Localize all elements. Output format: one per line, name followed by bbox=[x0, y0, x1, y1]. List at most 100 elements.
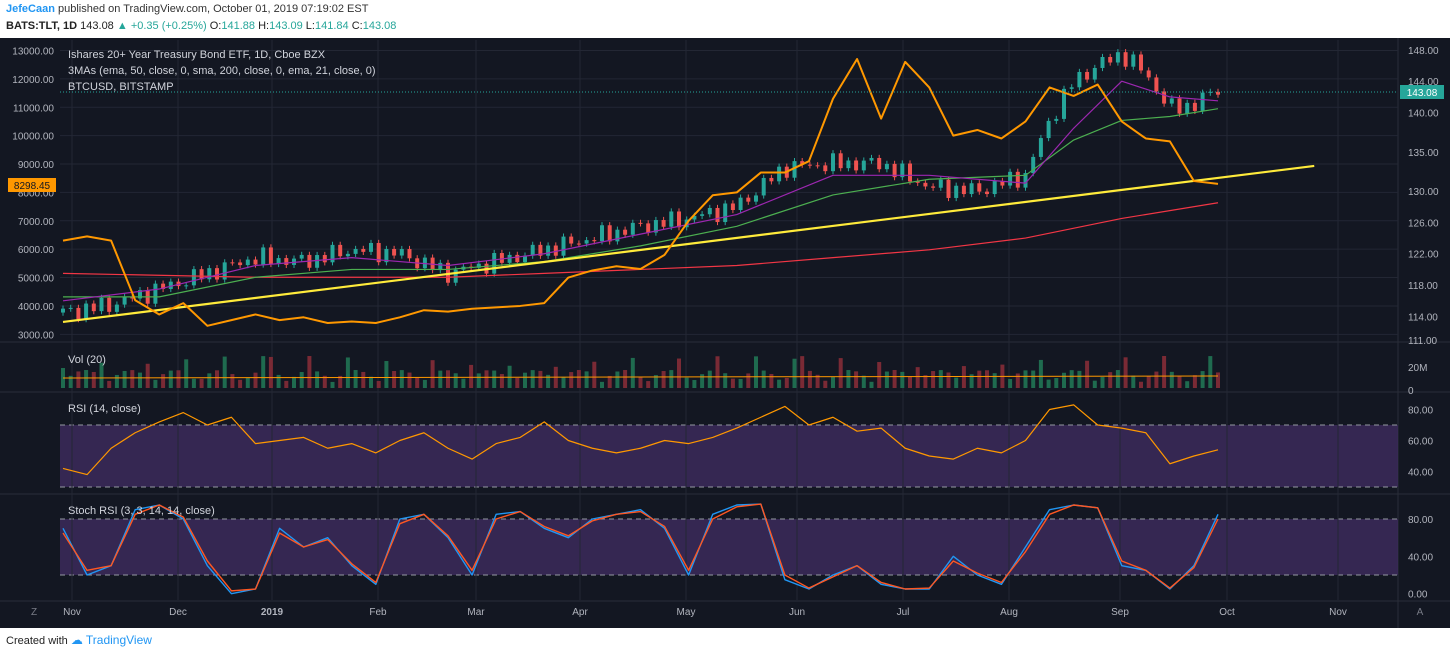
volume-bar bbox=[1177, 376, 1182, 388]
candle-body bbox=[831, 153, 835, 172]
volume-bar bbox=[430, 360, 435, 388]
candle-body bbox=[499, 253, 504, 263]
volume-bar bbox=[1023, 370, 1028, 388]
volume-bar bbox=[838, 358, 843, 388]
volume-bar bbox=[700, 374, 705, 388]
candle-body bbox=[884, 163, 889, 170]
rsi-band bbox=[60, 425, 1398, 487]
volume-bar bbox=[561, 376, 566, 388]
left-tick-label: 4000.00 bbox=[18, 302, 55, 313]
candle-body bbox=[338, 244, 343, 257]
volume-bars bbox=[61, 356, 1220, 388]
candle-body bbox=[1062, 88, 1066, 119]
candle-body bbox=[253, 259, 258, 265]
candle-body bbox=[600, 225, 604, 242]
candle-body bbox=[114, 304, 119, 312]
auto-scale-icon[interactable]: A bbox=[1417, 607, 1424, 618]
candle-body bbox=[153, 283, 158, 304]
volume-bar bbox=[646, 381, 651, 388]
candle-body bbox=[91, 303, 96, 312]
volume-bar bbox=[1162, 356, 1167, 388]
volume-bar bbox=[1169, 371, 1174, 388]
right-tick-label: 122.00 bbox=[1408, 250, 1439, 261]
volume-bar bbox=[353, 370, 358, 388]
candle-body bbox=[954, 185, 959, 198]
candle-body bbox=[623, 229, 628, 235]
volume-bar bbox=[938, 370, 943, 388]
volume-bar bbox=[1216, 372, 1220, 388]
volume-bar bbox=[407, 372, 412, 388]
candle-body bbox=[938, 179, 943, 188]
btc-price-label: 8298.45 bbox=[14, 181, 51, 192]
stoch-tick-label: 80.00 bbox=[1408, 515, 1433, 526]
volume-bar bbox=[168, 370, 173, 388]
candle-body bbox=[353, 248, 358, 254]
volume-bar bbox=[1054, 378, 1059, 388]
x-tick-label: Apr bbox=[572, 607, 588, 618]
symbol-line: BATS:TLT, 1D 143.08 ▲ +0.35 (+0.25%) O:1… bbox=[6, 20, 396, 32]
left-tick-label: 12000.00 bbox=[12, 75, 54, 86]
volume-bar bbox=[715, 356, 720, 388]
zoom-icon[interactable]: Z bbox=[31, 607, 37, 618]
left-tick-label: 3000.00 bbox=[18, 330, 55, 341]
right-price-axis: 148.00 144.00 140.00 135.00 130.00 126.00 122.… bbox=[1408, 46, 1439, 601]
open-value: 141.88 bbox=[221, 20, 256, 32]
candle-body bbox=[1146, 70, 1151, 78]
candle-body bbox=[507, 254, 512, 263]
sma200-line bbox=[62, 202, 1219, 278]
volume-bar bbox=[307, 356, 312, 388]
symbol-name: BATS:TLT, 1D bbox=[6, 20, 78, 32]
volume-bar bbox=[746, 373, 751, 388]
candle-body bbox=[969, 183, 974, 195]
candle-body bbox=[646, 223, 651, 233]
volume-bar bbox=[692, 380, 697, 388]
volume-bar bbox=[1115, 370, 1120, 388]
volume-bar bbox=[184, 359, 189, 388]
volume-bar bbox=[908, 376, 912, 388]
candle-body bbox=[777, 166, 782, 182]
candle-body bbox=[523, 255, 527, 263]
volume-bar bbox=[615, 371, 620, 388]
right-tick-label: 130.00 bbox=[1408, 187, 1439, 198]
candle-body bbox=[946, 179, 951, 198]
candle-body bbox=[761, 177, 766, 196]
candle-body bbox=[284, 258, 289, 265]
x-tick-label: Nov bbox=[1329, 607, 1347, 618]
candle-body bbox=[322, 255, 327, 263]
series-lines bbox=[62, 58, 1315, 595]
volume-bar bbox=[1046, 379, 1051, 388]
candle-body bbox=[561, 236, 566, 256]
volume-bar bbox=[1108, 372, 1113, 388]
candle-body bbox=[823, 165, 828, 172]
volume-bar bbox=[584, 371, 589, 388]
volume-bar bbox=[399, 370, 404, 388]
candle-body bbox=[677, 211, 681, 228]
volume-bar bbox=[569, 372, 574, 388]
candle-body bbox=[961, 185, 966, 195]
candle-body bbox=[546, 245, 551, 256]
rsi-tick-label: 40.00 bbox=[1408, 468, 1433, 479]
volume-bar bbox=[461, 378, 466, 388]
author-link[interactable]: JefeCaan bbox=[6, 3, 55, 15]
legend-mas: 3MAs (ema, 50, close, 0, sma, 200, close… bbox=[68, 65, 376, 77]
volume-tick-label: 0 bbox=[1408, 386, 1414, 397]
x-tick-label: Feb bbox=[369, 607, 387, 618]
candle-body bbox=[384, 248, 389, 263]
candle-body bbox=[1100, 57, 1105, 68]
volume-bar bbox=[453, 373, 458, 388]
last-price-label: 143.08 bbox=[1407, 88, 1438, 99]
right-tick-label: 118.00 bbox=[1408, 281, 1438, 292]
volume-bar bbox=[623, 370, 628, 388]
candle-body bbox=[1154, 77, 1159, 92]
tradingview-brand[interactable]: TradingView bbox=[85, 633, 152, 647]
volume-bar bbox=[869, 381, 874, 388]
volume-bar bbox=[392, 370, 397, 388]
rsi-pane-title: RSI (14, close) bbox=[68, 403, 141, 415]
x-tick-label: Jul bbox=[897, 607, 910, 618]
volume-bar bbox=[322, 375, 327, 388]
candle-body bbox=[861, 160, 866, 171]
volume-bar bbox=[1008, 379, 1013, 388]
low-label: L: bbox=[305, 20, 315, 32]
volume-bar bbox=[76, 371, 81, 388]
